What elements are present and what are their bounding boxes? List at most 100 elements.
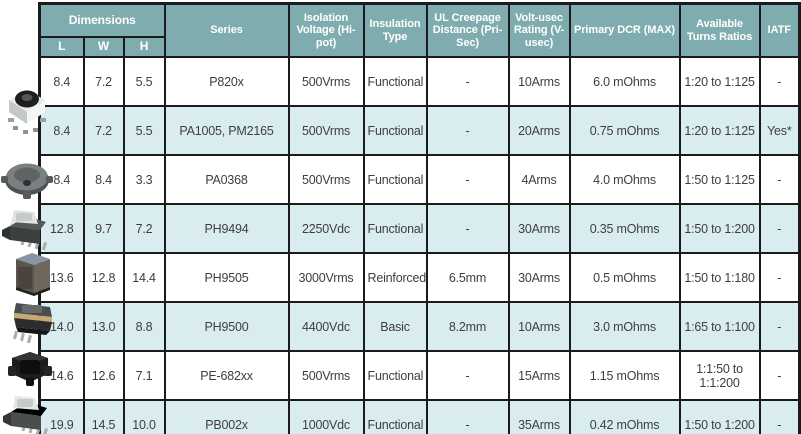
table-row: 8.4 7.2 5.5 PA1005, PM2165 500Vrms Funct… <box>38 105 801 156</box>
cell-ul-creepage: - <box>425 399 510 434</box>
cell-isolation-voltage: 500Vrms <box>287 105 365 156</box>
cell-primary-dcr: 4.0 mOhms <box>568 154 681 205</box>
col-header-ul-creepage: UL Creepage Distance (Pri-Sec) <box>425 2 510 58</box>
cell-insulation-type: Functional <box>362 105 428 156</box>
cell-h: 5.5 <box>122 56 166 107</box>
cell-series: PE-682xx <box>163 350 290 401</box>
cell-insulation-type: Functional <box>362 350 428 401</box>
col-header-series: Series <box>163 2 290 58</box>
cell-insulation-type: Functional <box>362 203 428 254</box>
cell-volt-usec: 30Arms <box>507 252 571 303</box>
cell-series: PH9505 <box>163 252 290 303</box>
cell-h: 7.1 <box>122 350 166 401</box>
cell-turns-ratios: 1:50 to 1:180 <box>678 252 761 303</box>
cell-insulation-type: Functional <box>362 56 428 107</box>
cell-h: 5.5 <box>122 105 166 156</box>
cell-w: 9.7 <box>82 203 125 254</box>
cell-series: PA0368 <box>163 154 290 205</box>
cell-volt-usec: 10Arms <box>507 56 571 107</box>
cell-iatf: - <box>758 154 801 205</box>
cell-ul-creepage: 6.5mm <box>425 252 510 303</box>
table-row: 8.4 8.4 3.3 PA0368 500Vrms Functional - … <box>38 154 801 205</box>
cell-iatf: - <box>758 301 801 352</box>
cell-primary-dcr: 1.15 mOhms <box>568 350 681 401</box>
spec-table: Dimensions Series Isolation Voltage (Hi-… <box>38 2 801 434</box>
cell-iatf: - <box>758 203 801 254</box>
cell-iatf: - <box>758 350 801 401</box>
col-header-volt-usec: Volt-usec Rating (V-usec) <box>507 2 571 58</box>
cell-w: 7.2 <box>82 56 125 107</box>
cell-primary-dcr: 0.75 mOhms <box>568 105 681 156</box>
cell-primary-dcr: 3.0 mOhms <box>568 301 681 352</box>
table-row: 19.9 14.5 10.0 PB002x 1000Vdc Functional… <box>38 399 801 434</box>
cell-l: 8.4 <box>38 105 85 156</box>
col-header-insulation-type: Insulation Type <box>362 2 428 58</box>
cell-primary-dcr: 0.5 mOhms <box>568 252 681 303</box>
cell-ul-creepage: - <box>425 154 510 205</box>
cell-turns-ratios: 1:50 to 1:200 <box>678 203 761 254</box>
cell-isolation-voltage: 2250Vdc <box>287 203 365 254</box>
table-row: 14.0 13.0 8.8 PH9500 4400Vdc Basic 8.2mm… <box>38 301 801 352</box>
cell-iatf: - <box>758 56 801 107</box>
col-header-l: L <box>38 36 85 58</box>
cell-ul-creepage: - <box>425 105 510 156</box>
cell-l: 14.6 <box>38 350 85 401</box>
cell-series: PH9500 <box>163 301 290 352</box>
cell-isolation-voltage: 1000Vdc <box>287 399 365 434</box>
cell-series: PA1005, PM2165 <box>163 105 290 156</box>
cell-ul-creepage: 8.2mm <box>425 301 510 352</box>
cell-ul-creepage: - <box>425 203 510 254</box>
cell-w: 12.6 <box>82 350 125 401</box>
cell-turns-ratios: 1:50 to 1:125 <box>678 154 761 205</box>
cell-l: 8.4 <box>38 154 85 205</box>
col-header-turns-ratios: Available Turns Ratios <box>678 2 761 58</box>
cell-insulation-type: Functional <box>362 154 428 205</box>
cell-primary-dcr: 0.35 mOhms <box>568 203 681 254</box>
table-row: 8.4 7.2 5.5 P820x 500Vrms Functional - 1… <box>38 56 801 107</box>
cell-volt-usec: 20Arms <box>507 105 571 156</box>
cell-iatf: - <box>758 399 801 434</box>
table-row: 12.8 9.7 7.2 PH9494 2250Vdc Functional -… <box>38 203 801 254</box>
cell-turns-ratios: 1:20 to 1:125 <box>678 105 761 156</box>
col-header-h: H <box>122 36 166 58</box>
cell-isolation-voltage: 4400Vdc <box>287 301 365 352</box>
cell-turns-ratios: 1:1:50 to 1:1:200 <box>678 350 761 401</box>
cell-l: 19.9 <box>38 399 85 434</box>
cell-volt-usec: 30Arms <box>507 203 571 254</box>
cell-turns-ratios: 1:20 to 1:125 <box>678 56 761 107</box>
cell-l: 13.6 <box>38 252 85 303</box>
cell-h: 10.0 <box>122 399 166 434</box>
cell-insulation-type: Reinforced <box>362 252 428 303</box>
cell-l: 14.0 <box>38 301 85 352</box>
cell-h: 3.3 <box>122 154 166 205</box>
cell-h: 7.2 <box>122 203 166 254</box>
cell-primary-dcr: 0.42 mOhms <box>568 399 681 434</box>
cell-w: 13.0 <box>82 301 125 352</box>
cell-volt-usec: 4Arms <box>507 154 571 205</box>
cell-ul-creepage: - <box>425 56 510 107</box>
cell-volt-usec: 15Arms <box>507 350 571 401</box>
cell-isolation-voltage: 3000Vrms <box>287 252 365 303</box>
cell-turns-ratios: 1:65 to 1:100 <box>678 301 761 352</box>
cell-l: 8.4 <box>38 56 85 107</box>
cell-series: PH9494 <box>163 203 290 254</box>
cell-l: 12.8 <box>38 203 85 254</box>
col-header-iatf: IATF <box>758 2 801 58</box>
cell-volt-usec: 10Arms <box>507 301 571 352</box>
cell-series: P820x <box>163 56 290 107</box>
cell-isolation-voltage: 500Vrms <box>287 56 365 107</box>
col-header-isolation-voltage: Isolation Voltage (Hi-pot) <box>287 2 365 58</box>
cell-insulation-type: Functional <box>362 399 428 434</box>
col-header-dimensions: Dimensions <box>38 2 166 38</box>
cell-isolation-voltage: 500Vrms <box>287 350 365 401</box>
cell-volt-usec: 35Arms <box>507 399 571 434</box>
cell-series: PB002x <box>163 399 290 434</box>
cell-w: 12.8 <box>82 252 125 303</box>
cell-primary-dcr: 6.0 mOhms <box>568 56 681 107</box>
cell-w: 7.2 <box>82 105 125 156</box>
col-header-primary-dcr: Primary DCR (MAX) <box>568 2 681 58</box>
table-row: 13.6 12.8 14.4 PH9505 3000Vrms Reinforce… <box>38 252 801 303</box>
cell-h: 14.4 <box>122 252 166 303</box>
col-header-w: W <box>82 36 125 58</box>
cell-isolation-voltage: 500Vrms <box>287 154 365 205</box>
